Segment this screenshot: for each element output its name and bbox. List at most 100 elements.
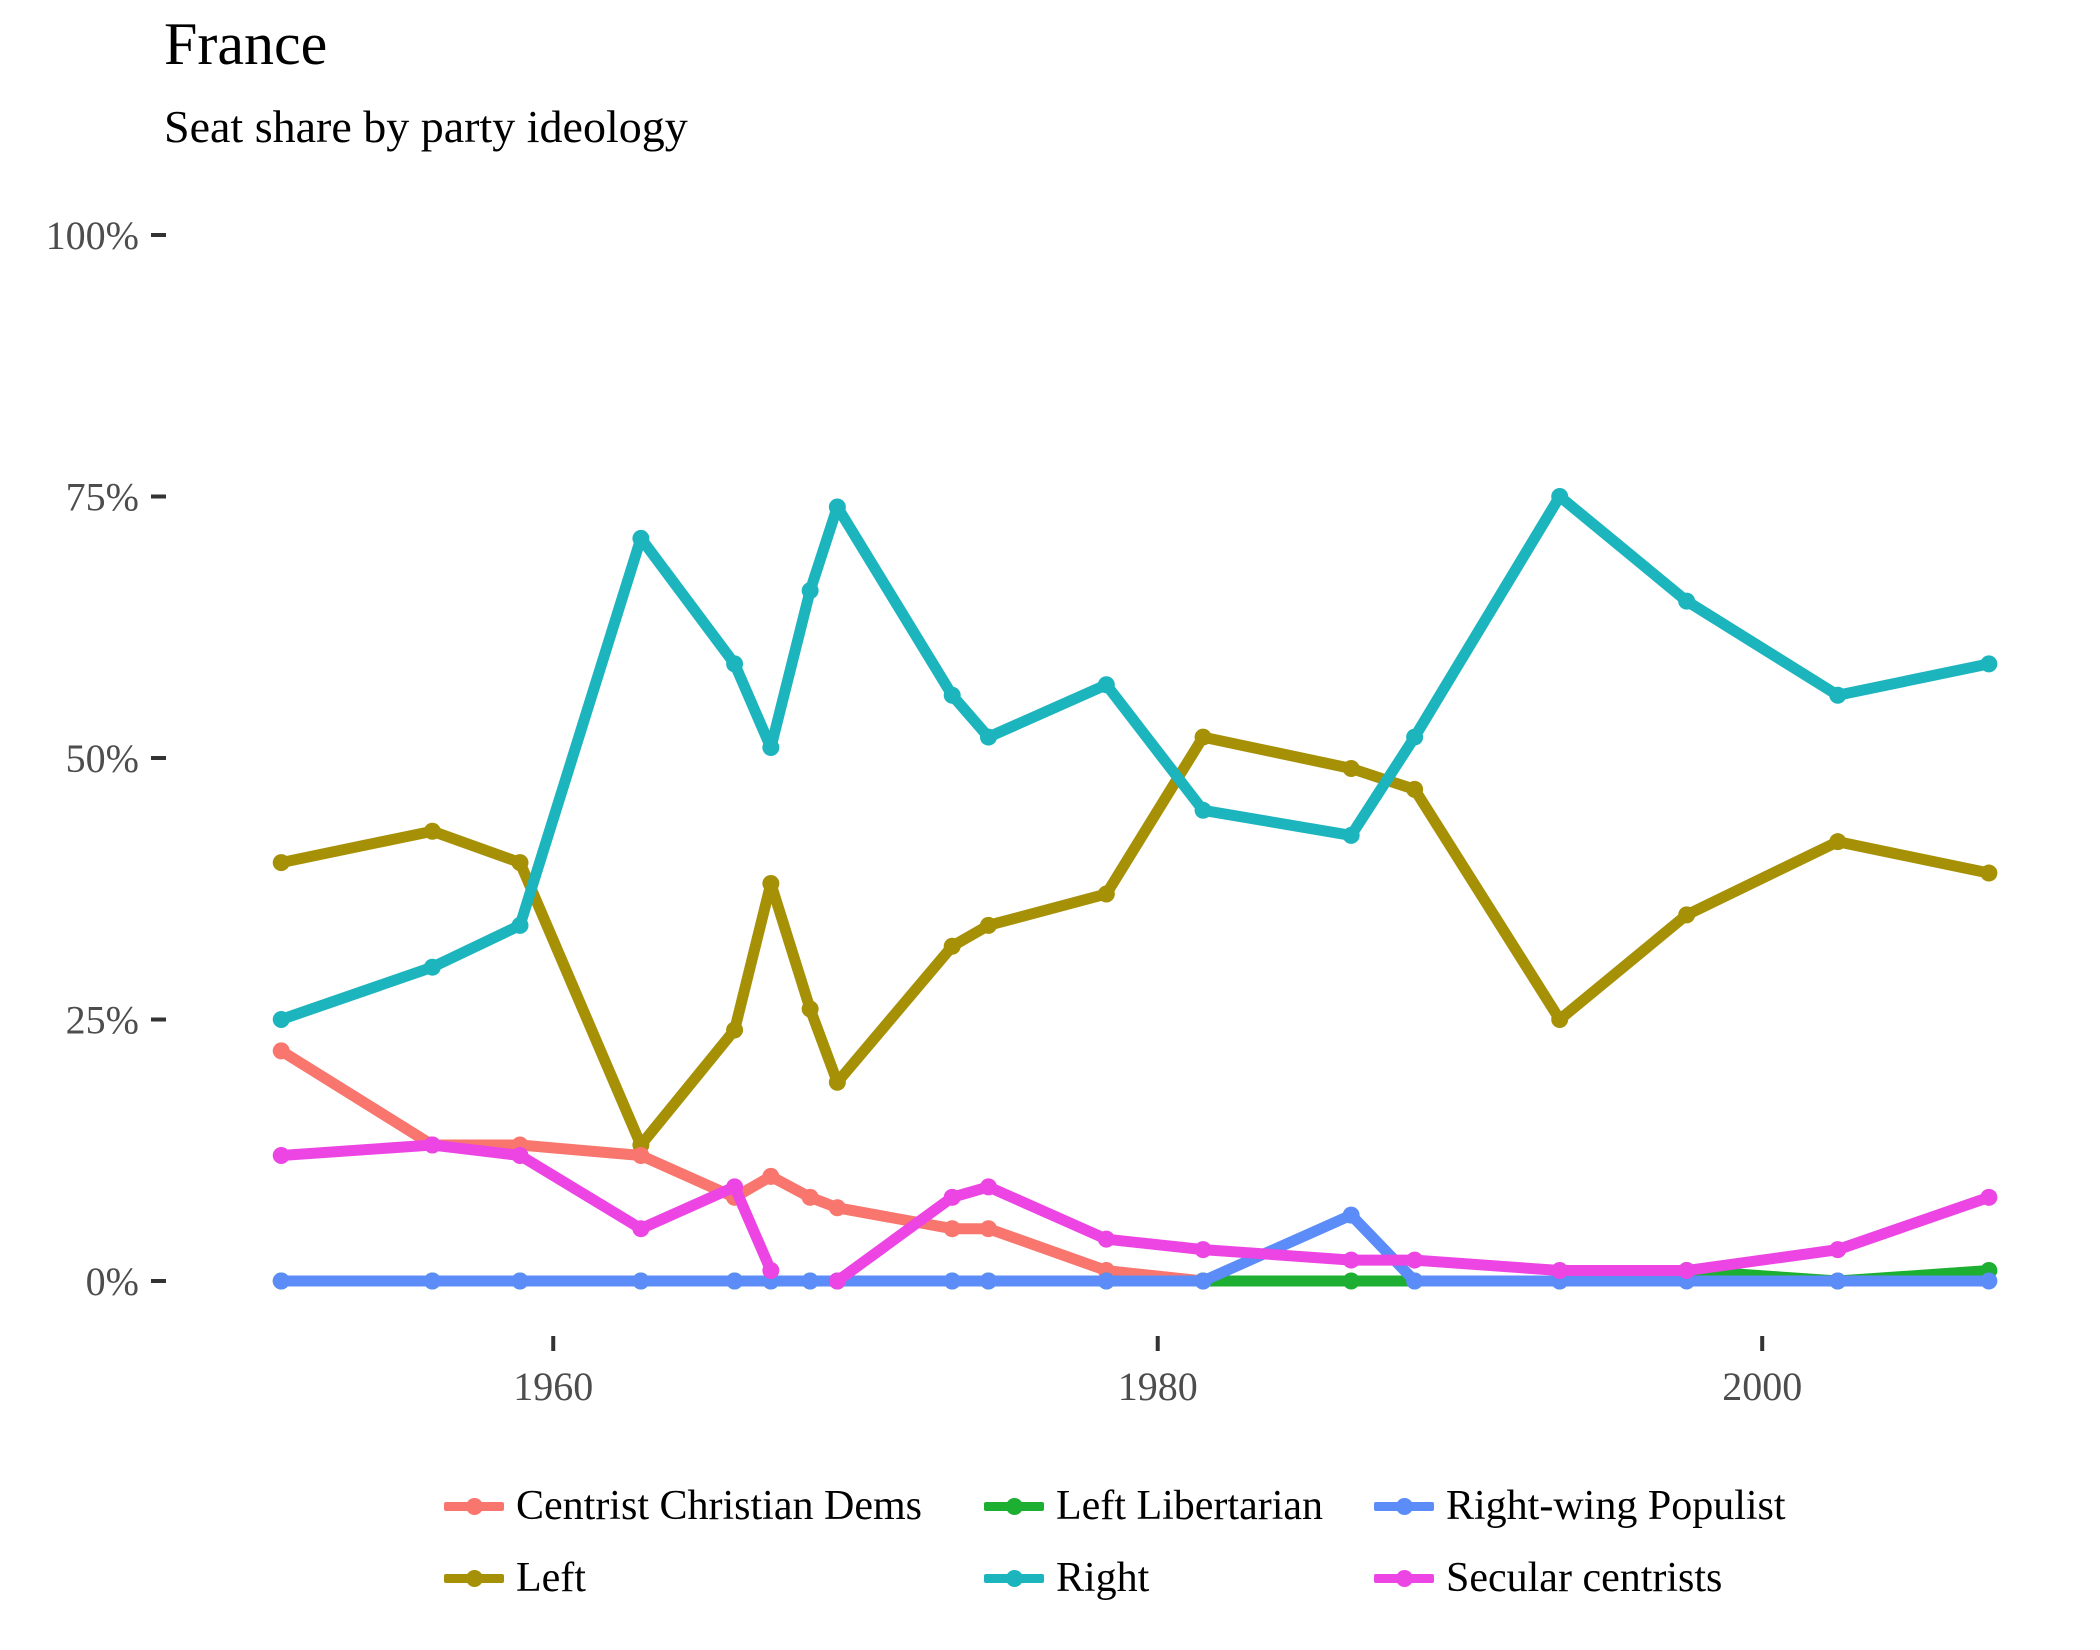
data-point-right (828, 498, 846, 516)
data-point-left (511, 854, 529, 872)
data-point-left (1406, 780, 1424, 798)
data-point-right-wing-populist (1406, 1272, 1424, 1290)
legend-item: Left (440, 1554, 980, 1602)
legend-key (440, 1494, 508, 1518)
data-point-right (979, 728, 997, 746)
data-point-right-wing-populist (1980, 1272, 1998, 1290)
data-point-left (1097, 885, 1115, 903)
legend-label: Right-wing Populist (1446, 1483, 1786, 1529)
legend-key (980, 1494, 1048, 1518)
data-point-right (1551, 488, 1569, 505)
data-point-left (726, 1021, 744, 1039)
legend-label: Secular centrists (1446, 1555, 1723, 1601)
data-point-right-wing-populist (943, 1272, 961, 1290)
legend-label: Centrist Christian Dems (516, 1483, 922, 1529)
data-point-secular-centrists (1406, 1251, 1424, 1269)
legend-label: Left Libertarian (1056, 1483, 1324, 1529)
data-point-secular-centrists (979, 1178, 997, 1196)
x-axis: 1960 1980 2000 (513, 1336, 1802, 1409)
data-point-right (1194, 801, 1212, 819)
data-point-left (1980, 864, 1998, 882)
data-point-right-wing-populist (979, 1272, 997, 1290)
series-line-left (280, 731, 1991, 1151)
y-tick-label: 0% (86, 1259, 139, 1304)
data-point-centrist-christian-dems (762, 1167, 780, 1185)
series-secular-centrists (272, 1136, 1998, 1290)
data-point-left (1678, 906, 1696, 924)
data-point-left (801, 1000, 819, 1018)
x-tick-label: 2000 (1722, 1364, 1802, 1409)
data-point-secular-centrists (762, 1262, 780, 1280)
x-tick-label: 1960 (513, 1364, 593, 1409)
data-point-left (1342, 759, 1360, 777)
legend-item: Centrist Christian Dems (440, 1482, 980, 1530)
series-line-secular-centrists (280, 1139, 776, 1273)
data-point-right (1829, 686, 1847, 704)
data-point-right-wing-populist (1342, 1206, 1360, 1224)
series-line-centrist-christian-dems (278, 1046, 1204, 1287)
data-point-secular-centrists (423, 1136, 441, 1154)
legend-item: Right-wing Populist (1370, 1482, 1830, 1530)
data-point-centrist-christian-dems (272, 1042, 290, 1060)
series-right-wing-populist (272, 1206, 1998, 1290)
data-point-centrist-christian-dems (943, 1220, 961, 1238)
x-tick-label: 1980 (1118, 1364, 1198, 1409)
data-point-secular-centrists (828, 1272, 846, 1290)
data-point-left (1829, 833, 1847, 851)
data-point-secular-centrists (272, 1146, 290, 1164)
y-axis: 0% 25% 50% 75% 100% (46, 213, 166, 1304)
legend-item: Left Libertarian (980, 1482, 1370, 1530)
legend-row: Left Right Secular centrists (440, 1542, 2000, 1614)
data-point-secular-centrists (1678, 1262, 1696, 1280)
data-point-right (801, 582, 819, 600)
data-point-right (943, 686, 961, 704)
data-point-right (1678, 592, 1696, 610)
legend-label: Left (516, 1555, 586, 1601)
data-point-centrist-christian-dems (632, 1146, 650, 1164)
y-tick-label: 100% (46, 213, 139, 258)
series-centrist-christian-dems (272, 1042, 1212, 1290)
legend-key (440, 1566, 508, 1590)
data-point-secular-centrists (632, 1220, 650, 1238)
y-tick-label: 25% (66, 998, 139, 1043)
y-tick-label: 50% (66, 736, 139, 781)
y-tick-label: 75% (66, 475, 139, 520)
legend: Centrist Christian Dems Left Libertarian R… (440, 1470, 2000, 1614)
legend-item: Secular centrists (1370, 1554, 1830, 1602)
data-point-right-wing-populist (1194, 1272, 1212, 1290)
data-point-secular-centrists (1829, 1241, 1847, 1259)
data-point-right-wing-populist (423, 1272, 441, 1290)
legend-key (1370, 1566, 1438, 1590)
line-chart: 0% 25% 50% 75% 100% 1960 1980 2000 (46, 213, 1998, 1409)
data-point-right (1342, 826, 1360, 844)
series-right (272, 488, 1998, 1028)
data-point-secular-centrists (1342, 1251, 1360, 1269)
data-point-right-wing-populist (1829, 1272, 1847, 1290)
chart-title: France (164, 11, 328, 77)
data-point-secular-centrists (943, 1188, 961, 1206)
chart-subtitle: Seat share by party ideology (164, 101, 688, 152)
data-point-right-wing-populist (632, 1272, 650, 1290)
data-point-secular-centrists (1551, 1262, 1569, 1280)
data-point-centrist-christian-dems (979, 1220, 997, 1238)
data-point-left-libertarian (1342, 1272, 1360, 1290)
data-point-right (1406, 728, 1424, 746)
data-point-right (762, 739, 780, 757)
legend-row: Centrist Christian Dems Left Libertarian R… (440, 1470, 2000, 1542)
data-point-right-wing-populist (801, 1272, 819, 1290)
data-point-left (828, 1073, 846, 1091)
legend-key (980, 1566, 1048, 1590)
data-point-left (272, 854, 290, 872)
data-point-secular-centrists (1097, 1230, 1115, 1248)
data-point-secular-centrists (1194, 1241, 1212, 1259)
data-point-right (1097, 676, 1115, 694)
data-point-right-wing-populist (1097, 1272, 1115, 1290)
data-point-right-wing-populist (272, 1272, 290, 1290)
series-line-right-wing-populist (281, 1209, 1989, 1287)
data-point-right (423, 958, 441, 976)
series-line-right (279, 491, 1991, 1025)
data-point-secular-centrists (1980, 1188, 1998, 1206)
data-point-left (1551, 1011, 1569, 1028)
data-point-left (1194, 728, 1212, 746)
data-point-right (1980, 655, 1998, 673)
